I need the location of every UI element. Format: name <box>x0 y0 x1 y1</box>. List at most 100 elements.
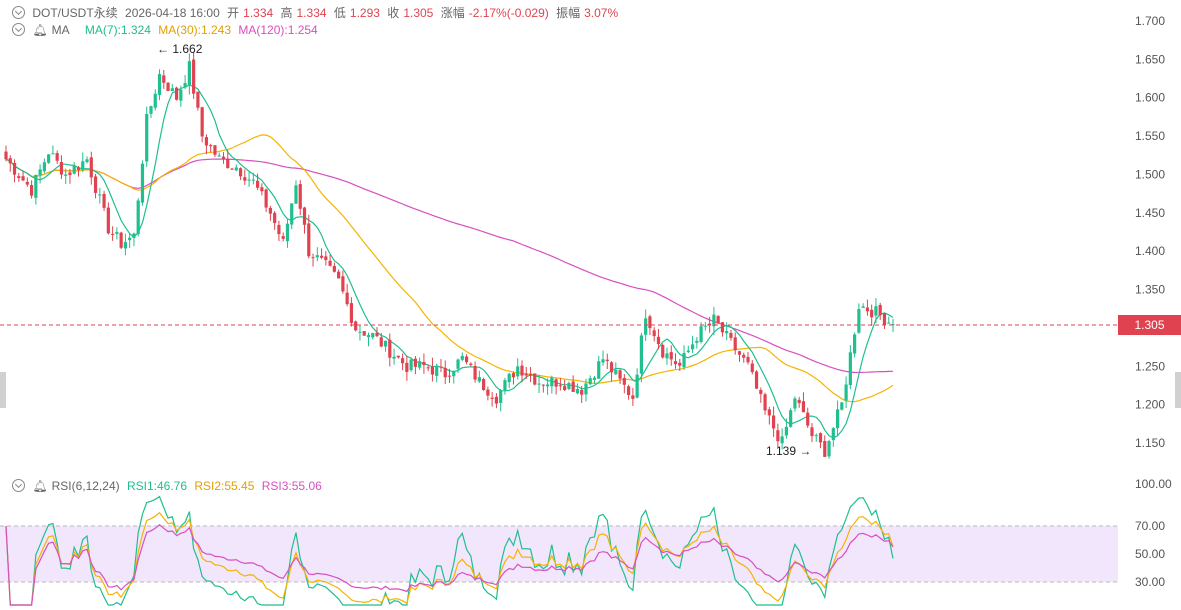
candle-body <box>882 312 887 325</box>
candle-body <box>627 386 631 396</box>
candle-body <box>661 345 665 358</box>
candle-body <box>861 306 865 308</box>
ma-legend: 🔔︎ MA MA(7):1.324 MA(30):1.243 MA(120):1.… <box>12 23 322 37</box>
collapse-icon[interactable] <box>12 23 25 36</box>
rsi-tick-label: 50.00 <box>1135 547 1165 561</box>
candle-body <box>810 427 814 437</box>
candle-body <box>673 361 678 365</box>
right-scroll-handle[interactable] <box>1175 372 1181 408</box>
candle-body <box>635 374 639 398</box>
candle-body <box>247 179 251 181</box>
candle-body <box>375 332 379 337</box>
candle-body <box>328 260 332 266</box>
rsi-name[interactable]: RSI(6,12,24) <box>51 479 120 493</box>
candle-body <box>686 350 690 353</box>
candle-body <box>187 61 191 86</box>
candle-body <box>814 435 818 437</box>
price-tick-label: 1.400 <box>1135 244 1165 258</box>
candle-body <box>503 380 507 391</box>
price-tick-label: 1.550 <box>1135 129 1165 143</box>
ma-name[interactable]: MA <box>51 23 70 37</box>
candle-body <box>639 335 643 374</box>
candle-body <box>81 161 85 170</box>
candle-body <box>818 433 823 443</box>
candle-body <box>789 410 793 427</box>
candle-body <box>277 224 281 235</box>
candle-body <box>238 168 243 177</box>
candle-body <box>588 378 592 385</box>
alarm-icon[interactable]: 🔔︎ <box>32 23 48 37</box>
candle-body <box>315 255 319 258</box>
min-annotation: 1.139 → <box>766 444 811 458</box>
candle-body <box>337 271 341 279</box>
candle-body <box>776 430 780 442</box>
left-scroll-handle[interactable] <box>0 372 6 408</box>
candle-body <box>430 366 435 375</box>
candle-body <box>136 200 140 235</box>
candle-body <box>575 389 580 394</box>
candle-body <box>720 322 725 333</box>
candle-body <box>494 396 499 404</box>
candle-body <box>541 384 545 386</box>
price-tick-label: 1.600 <box>1135 91 1165 105</box>
candle-body <box>226 158 230 168</box>
candle-body <box>567 382 571 389</box>
candle-body <box>887 322 891 324</box>
candle-body <box>754 371 759 389</box>
candle-body <box>533 373 537 385</box>
candle-body <box>699 326 703 342</box>
candle-body <box>170 88 174 92</box>
change-value: -2.17%(-0.029) <box>468 6 549 20</box>
candle-body <box>524 373 528 376</box>
candle-body <box>285 223 290 242</box>
candle-body <box>520 365 524 376</box>
candle-body <box>857 309 861 333</box>
candle-body <box>379 337 383 347</box>
candle-body <box>21 176 25 181</box>
candle-body <box>64 174 68 176</box>
rsi3-value: RSI3:55.06 <box>261 479 322 493</box>
candle-body <box>490 397 494 399</box>
open-value: 1.334 <box>243 6 274 20</box>
candle-body <box>763 394 767 411</box>
candle-body <box>631 395 635 399</box>
candle-body <box>439 366 443 368</box>
candle-body <box>874 306 878 316</box>
candle-body <box>537 383 541 385</box>
candle-body <box>801 401 806 413</box>
candle-body <box>311 257 315 259</box>
rsi-tick-label: 30.00 <box>1135 575 1165 589</box>
candle-body <box>793 398 797 409</box>
candle-body <box>213 145 217 155</box>
high-label: 高 <box>280 6 293 20</box>
candle-body <box>319 255 324 258</box>
candle-body <box>55 153 59 161</box>
candle-body <box>358 331 362 333</box>
candle-body <box>840 402 844 410</box>
collapse-icon[interactable] <box>12 6 25 19</box>
candle-body <box>835 409 840 429</box>
candle-body <box>221 156 226 159</box>
alarm-icon[interactable]: 🔔︎ <box>32 479 48 493</box>
candle-body <box>149 106 153 114</box>
ma7-value: MA(7):1.324 <box>84 23 151 37</box>
candle-body <box>162 75 166 83</box>
candle-body <box>545 384 550 387</box>
candle-body <box>145 114 149 162</box>
candle-body <box>93 176 98 193</box>
candle-body <box>72 165 76 174</box>
symbol[interactable]: DOT/USDT永续 <box>32 6 118 20</box>
collapse-icon[interactable] <box>12 479 25 492</box>
candle-body <box>251 179 255 181</box>
candle-body <box>473 366 477 380</box>
candle-body <box>281 236 285 239</box>
candle-body <box>183 83 187 88</box>
candle-body <box>507 373 511 383</box>
candle-body <box>209 145 213 147</box>
candle-body <box>853 334 857 354</box>
low-value: 1.293 <box>349 6 380 20</box>
candle-body <box>153 93 157 108</box>
candle-body <box>648 316 652 329</box>
rsi2-value: RSI2:55.45 <box>194 479 255 493</box>
